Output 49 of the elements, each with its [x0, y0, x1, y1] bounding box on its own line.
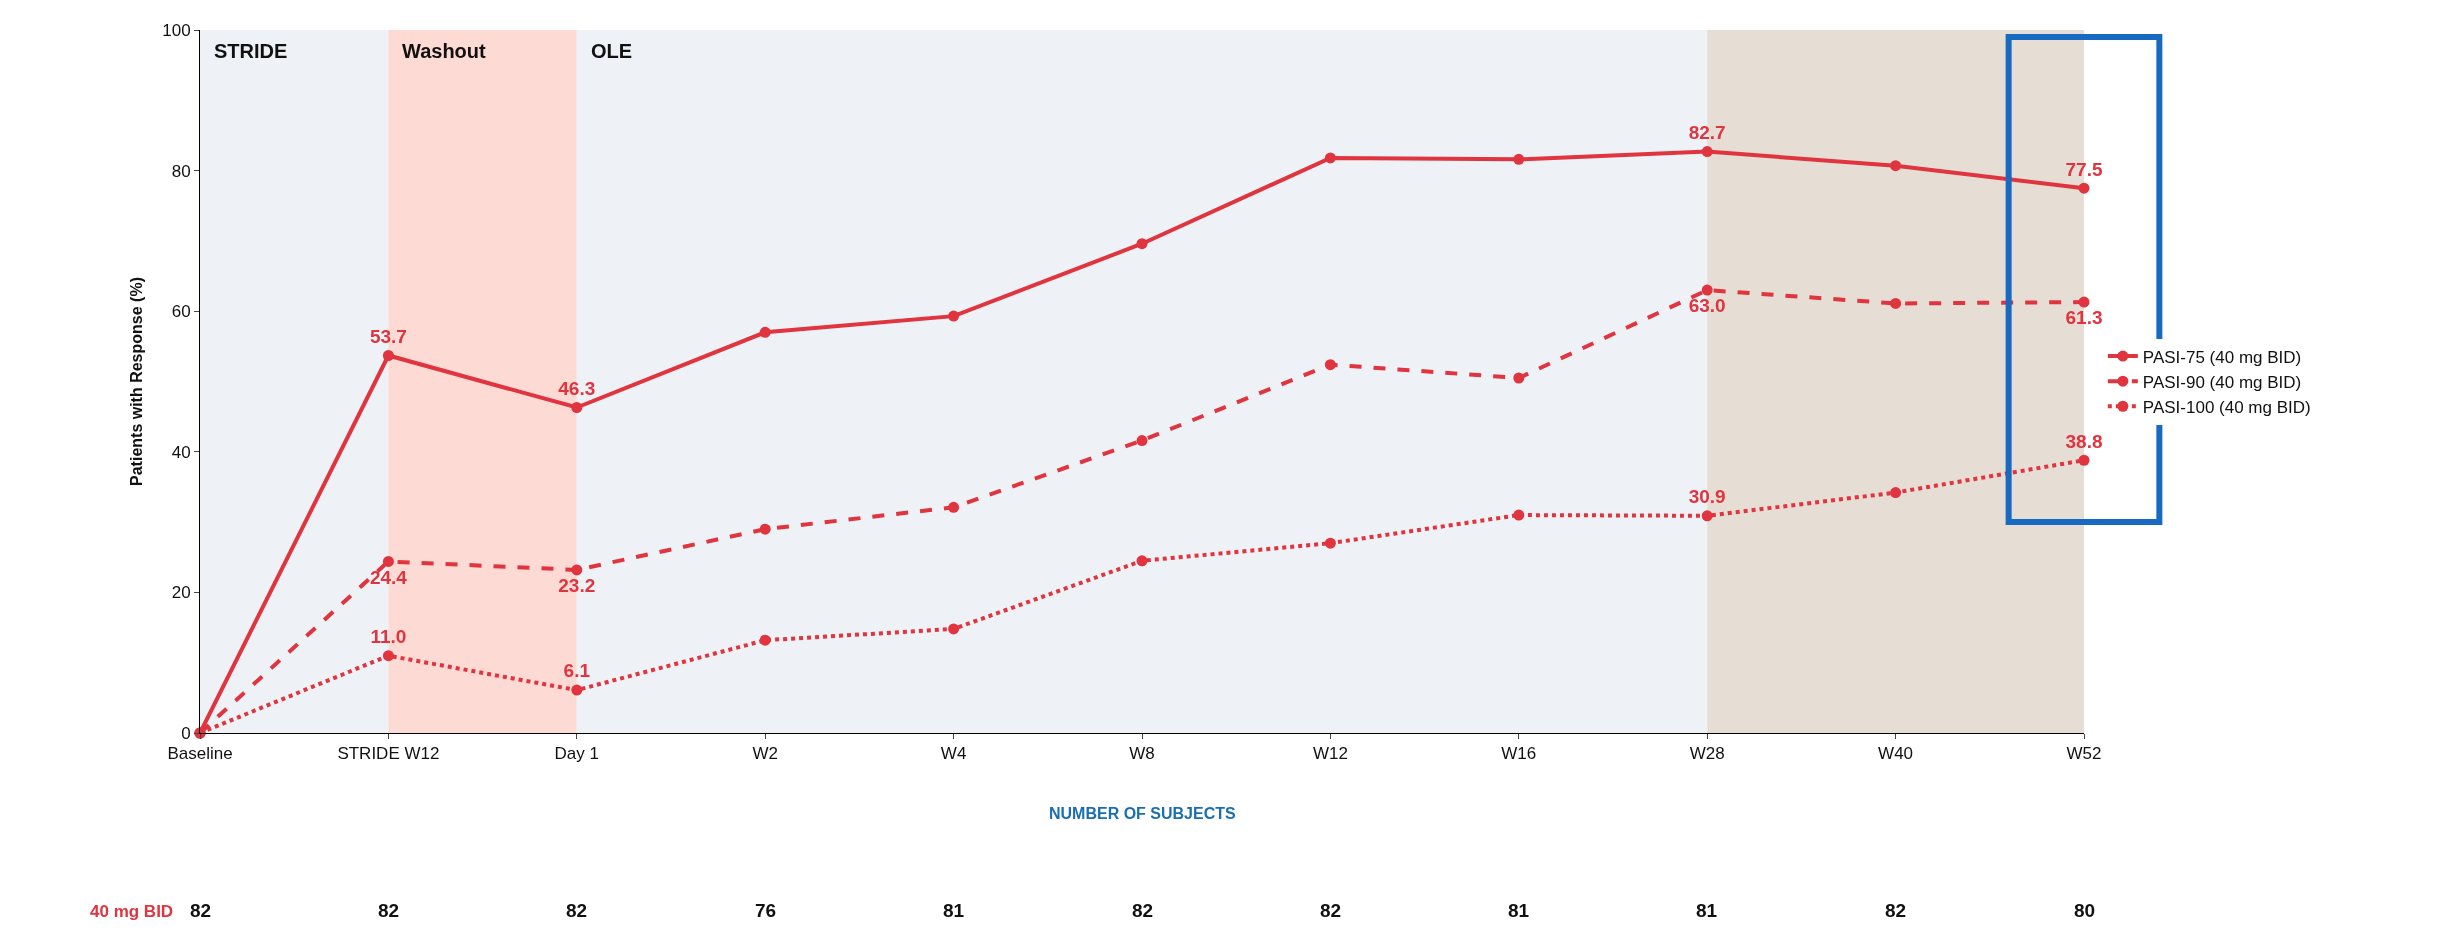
text: 40 mg BID [90, 902, 174, 921]
text: 76 [755, 900, 777, 921]
data-label: 11.0 [370, 626, 407, 648]
data-label: 6.1 [563, 660, 591, 682]
data-label: 30.9 [1688, 486, 1726, 508]
data-label: 46.3 [558, 377, 596, 399]
text: 82 [190, 900, 212, 921]
legend-label: PASI-75 (40 mg BID) [2142, 347, 2302, 367]
y-tick-label: 20 [171, 583, 191, 603]
x-tick-label: W52 [2066, 744, 2102, 764]
text: 82 [1885, 900, 1907, 921]
text: 82 [1320, 900, 1342, 921]
x-tick-label: STRIDE W12 [337, 744, 440, 764]
text: 82 [566, 900, 588, 921]
data-label: 63.0 [1688, 295, 1726, 317]
text: 82 [1132, 900, 1154, 921]
y-tick-label: 0 [181, 723, 191, 743]
band-label: Washout [402, 40, 487, 62]
y-tick-label: 80 [171, 161, 191, 181]
data-label: 23.2 [558, 575, 596, 597]
text: 81 [943, 900, 965, 921]
x-tick-label: W12 [1312, 744, 1348, 764]
x-tick-label: W16 [1501, 744, 1537, 764]
y-axis-title: Patients with Response (%) [128, 277, 146, 486]
legend-label: PASI-100 (40 mg BID) [2142, 397, 2311, 417]
data-label: 24.4 [369, 566, 408, 588]
data-label: 53.7 [369, 325, 407, 347]
y-tick-label: 100 [162, 20, 191, 40]
x-tick-label: W28 [1689, 744, 1725, 764]
data-label: 61.3 [2065, 307, 2103, 329]
data-label: 77.5 [2065, 158, 2103, 180]
text: 80 [2074, 900, 2096, 921]
band-label: OLE [591, 40, 633, 62]
x-tick-label: Day 1 [554, 744, 600, 764]
data-label: 38.8 [2065, 430, 2103, 452]
data-label: 82.7 [1688, 122, 1726, 143]
x-tick-label: W2 [752, 744, 778, 764]
text: 81 [1508, 900, 1530, 921]
text: 82 [378, 900, 400, 921]
x-tick-label: W4 [940, 744, 967, 764]
x-tick-label: Baseline [167, 744, 233, 764]
band-label: STRIDE [214, 40, 288, 62]
text: 81 [1696, 900, 1718, 921]
legend-label: PASI-90 (40 mg BID) [2142, 372, 2302, 392]
y-tick-label: 60 [171, 302, 191, 322]
text: NUMBER OF SUBJECTS [1049, 805, 1237, 822]
x-tick-label: W8 [1129, 744, 1155, 764]
y-tick-label: 40 [171, 442, 191, 462]
x-tick-label: W40 [1878, 744, 1914, 764]
